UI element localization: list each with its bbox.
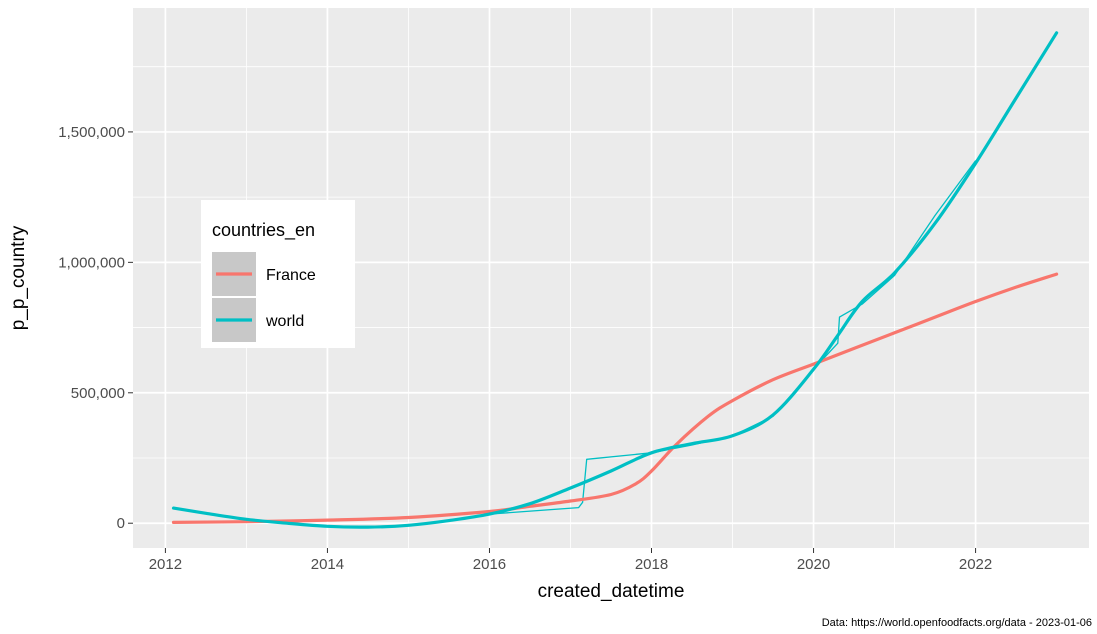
y-tick-label: 1,000,000 (58, 254, 125, 271)
y-axis-ticks: 0 500,000 1,000,000 1,500,000 (58, 124, 133, 532)
x-axis-ticks: 2012 2014 2016 2018 2020 2022 (149, 548, 992, 573)
x-tick-label: 2022 (959, 556, 992, 573)
smooth-line-france (171, 272, 1059, 524)
caption: Data: https://world.openfoodfacts.org/da… (822, 617, 1092, 629)
x-tick-label: 2014 (311, 556, 344, 573)
y-tick-label: 1,500,000 (58, 124, 125, 141)
x-axis-title: created_datetime (538, 581, 685, 602)
legend: countries_en France world (201, 200, 355, 348)
y-tick-label: 500,000 (71, 385, 125, 402)
x-tick-label: 2018 (635, 556, 668, 573)
y-axis-title: p_p_country (8, 225, 29, 330)
legend-label: France (266, 267, 316, 284)
y-tick-label: 0 (117, 515, 125, 532)
legend-keys: France world (212, 252, 316, 342)
minor-gridlines (133, 8, 1089, 548)
smooth-series-lines (171, 31, 1059, 529)
smooth-line-world (171, 31, 1059, 529)
legend-title: countries_en (212, 220, 315, 241)
legend-label: world (265, 313, 304, 330)
x-tick-label: 2020 (797, 556, 830, 573)
x-tick-label: 2012 (149, 556, 182, 573)
legend-item-world: world (212, 298, 304, 342)
x-tick-label: 2016 (473, 556, 506, 573)
legend-item-france: France (212, 252, 316, 296)
